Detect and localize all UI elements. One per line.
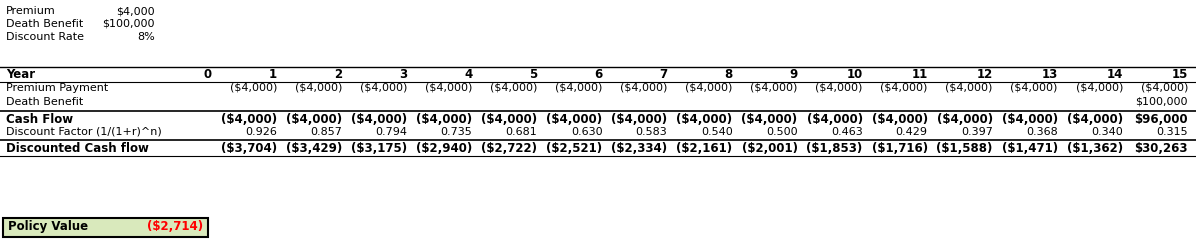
Text: ($1,471): ($1,471) (1002, 142, 1058, 155)
Text: 0.794: 0.794 (376, 127, 407, 137)
Text: ($2,722): ($2,722) (481, 142, 537, 155)
Text: 8: 8 (725, 68, 732, 81)
Text: Policy Value: Policy Value (8, 220, 89, 233)
Text: 12: 12 (977, 68, 993, 81)
Text: $4,000: $4,000 (116, 6, 155, 16)
Text: 0.340: 0.340 (1091, 127, 1123, 137)
Text: ($2,940): ($2,940) (416, 142, 472, 155)
Text: ($1,853): ($1,853) (806, 142, 862, 155)
Text: ($1,588): ($1,588) (936, 142, 993, 155)
Text: ($4,000): ($4,000) (286, 113, 342, 126)
Text: ($4,000): ($4,000) (685, 83, 732, 93)
Text: Premium Payment: Premium Payment (6, 83, 109, 93)
Text: 0.735: 0.735 (440, 127, 472, 137)
Text: 13: 13 (1042, 68, 1058, 81)
Text: ($4,000): ($4,000) (1002, 113, 1058, 126)
Text: Premium: Premium (6, 6, 56, 16)
Text: ($4,000): ($4,000) (1141, 83, 1188, 93)
Text: ($4,000): ($4,000) (352, 113, 407, 126)
Text: ($2,521): ($2,521) (547, 142, 603, 155)
Text: ($4,000): ($4,000) (1075, 83, 1123, 93)
Bar (4, 218, 208, 237)
Text: 14: 14 (1106, 68, 1123, 81)
Text: ($4,000): ($4,000) (230, 83, 277, 93)
Text: ($4,000): ($4,000) (945, 83, 993, 93)
Text: ($2,001): ($2,001) (742, 142, 798, 155)
Text: ($4,000): ($4,000) (416, 113, 472, 126)
Text: Discount Rate: Discount Rate (6, 32, 84, 42)
Text: 6: 6 (594, 68, 603, 81)
Text: ($2,334): ($2,334) (611, 142, 667, 155)
Text: $100,000: $100,000 (103, 19, 155, 29)
Text: 0.463: 0.463 (831, 127, 862, 137)
Text: ($4,000): ($4,000) (425, 83, 472, 93)
Text: 0.429: 0.429 (896, 127, 928, 137)
Text: ($4,000): ($4,000) (490, 83, 537, 93)
Text: ($1,362): ($1,362) (1067, 142, 1123, 155)
Text: 7: 7 (659, 68, 667, 81)
Text: 0.926: 0.926 (245, 127, 277, 137)
Text: 5: 5 (529, 68, 537, 81)
Text: ($4,000): ($4,000) (1067, 113, 1123, 126)
Text: 0.681: 0.681 (506, 127, 537, 137)
Text: 11: 11 (911, 68, 928, 81)
Text: 8%: 8% (138, 32, 155, 42)
Text: ($4,000): ($4,000) (555, 83, 603, 93)
Text: 0.500: 0.500 (765, 127, 798, 137)
Text: Discounted Cash flow: Discounted Cash flow (6, 142, 148, 155)
Text: ($4,000): ($4,000) (742, 113, 798, 126)
Text: 0.315: 0.315 (1157, 127, 1188, 137)
Text: ($4,000): ($4,000) (806, 113, 862, 126)
Text: ($1,716): ($1,716) (872, 142, 928, 155)
Text: ($4,000): ($4,000) (294, 83, 342, 93)
Text: 2: 2 (334, 68, 342, 81)
Text: 9: 9 (789, 68, 798, 81)
Text: Discount Factor (1/(1+r)^n): Discount Factor (1/(1+r)^n) (6, 127, 161, 137)
Text: 15: 15 (1172, 68, 1188, 81)
Text: 0.368: 0.368 (1026, 127, 1058, 137)
Text: ($2,161): ($2,161) (677, 142, 732, 155)
Text: ($4,000): ($4,000) (880, 83, 928, 93)
Text: ($3,175): ($3,175) (352, 142, 407, 155)
Text: ($4,000): ($4,000) (936, 113, 993, 126)
Text: ($4,000): ($4,000) (481, 113, 537, 126)
Text: ($4,000): ($4,000) (360, 83, 407, 93)
Text: ($4,000): ($4,000) (816, 83, 862, 93)
Text: ($3,704): ($3,704) (221, 142, 277, 155)
Text: ($4,000): ($4,000) (547, 113, 603, 126)
Text: ($4,000): ($4,000) (1011, 83, 1058, 93)
Text: ($4,000): ($4,000) (750, 83, 798, 93)
Text: ($4,000): ($4,000) (872, 113, 928, 126)
Text: Cash Flow: Cash Flow (6, 113, 73, 126)
Text: 0: 0 (203, 68, 212, 81)
Text: 0.540: 0.540 (701, 127, 732, 137)
Text: 3: 3 (399, 68, 407, 81)
Text: 0.857: 0.857 (310, 127, 342, 137)
Text: 0.630: 0.630 (570, 127, 603, 137)
Text: ($2,714): ($2,714) (147, 220, 203, 233)
Text: 10: 10 (847, 68, 862, 81)
Text: ($4,000): ($4,000) (221, 113, 277, 126)
Text: ($4,000): ($4,000) (611, 113, 667, 126)
Text: 0.397: 0.397 (960, 127, 993, 137)
Text: $100,000: $100,000 (1135, 97, 1188, 107)
Text: Year: Year (6, 68, 35, 81)
Text: ($4,000): ($4,000) (620, 83, 667, 93)
Text: Death Benefit: Death Benefit (6, 97, 84, 107)
Text: $30,263: $30,263 (1135, 142, 1188, 155)
Text: ($4,000): ($4,000) (677, 113, 732, 126)
Text: ($3,429): ($3,429) (286, 142, 342, 155)
Text: 4: 4 (464, 68, 472, 81)
Text: 0.583: 0.583 (636, 127, 667, 137)
Text: Death Benefit: Death Benefit (6, 19, 84, 29)
Text: $96,000: $96,000 (1134, 113, 1188, 126)
Text: 1: 1 (269, 68, 277, 81)
